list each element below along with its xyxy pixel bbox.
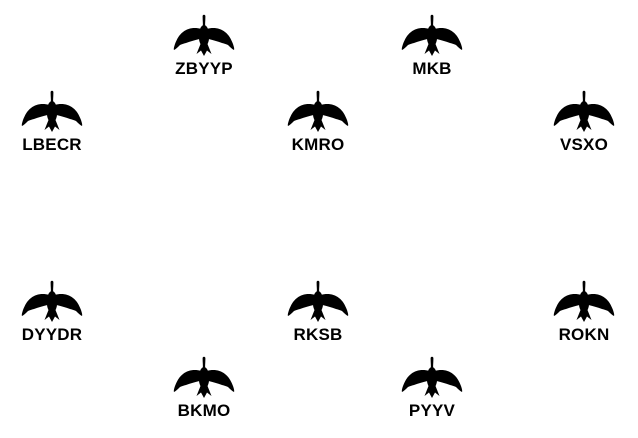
bird-label: RKSB bbox=[293, 325, 343, 344]
bird-label: ZBYYP bbox=[175, 59, 233, 78]
bird-label: KMRO bbox=[291, 135, 345, 154]
goose-silhouette-icon bbox=[287, 90, 349, 132]
bird-node-mkb: MKB bbox=[387, 14, 477, 86]
bird-label: ROKN bbox=[558, 325, 610, 344]
bird-node-rksb: RKSB bbox=[273, 280, 363, 352]
bird-label: BKMO bbox=[177, 401, 231, 420]
goose-silhouette-icon bbox=[173, 14, 235, 57]
goose-silhouette-icon bbox=[401, 356, 463, 398]
bird-label: PYYV bbox=[408, 401, 456, 420]
bird-node-pyyv: PYYV bbox=[387, 356, 477, 428]
bird-node-rokn: ROKN bbox=[539, 280, 629, 352]
bird-node-vsxo: VSXO bbox=[539, 90, 629, 162]
bird-label: MKB bbox=[412, 59, 452, 78]
bird-label: VSXO bbox=[559, 135, 609, 154]
goose-silhouette-icon bbox=[21, 90, 83, 132]
goose-silhouette-icon bbox=[21, 280, 83, 322]
bird-node-zbyyp: ZBYYP bbox=[159, 14, 249, 86]
bird-node-bkmo: BKMO bbox=[159, 356, 249, 428]
bird-label: LBECR bbox=[22, 135, 82, 154]
goose-silhouette-icon bbox=[401, 14, 463, 57]
goose-silhouette-icon bbox=[553, 90, 615, 132]
bird-node-lbecr: LBECR bbox=[7, 90, 97, 162]
bird-node-kmro: KMRO bbox=[273, 90, 363, 162]
goose-silhouette-icon bbox=[553, 280, 615, 322]
goose-silhouette-icon bbox=[173, 356, 235, 398]
bird-label: DYYDR bbox=[21, 325, 83, 344]
goose-silhouette-icon bbox=[287, 280, 349, 322]
bird-node-dyydr: DYYDR bbox=[7, 280, 97, 352]
